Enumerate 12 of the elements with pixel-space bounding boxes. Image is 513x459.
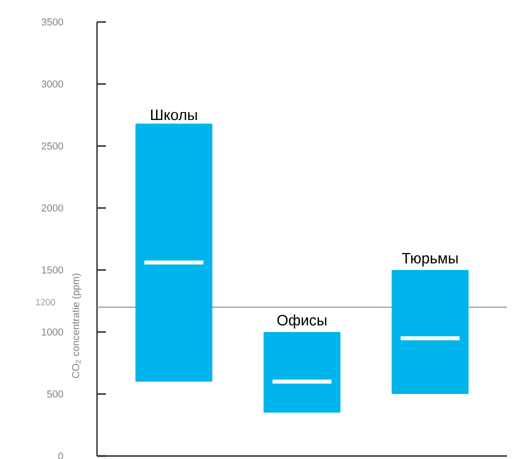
y-tick-label: 3500 <box>42 18 64 26</box>
x-tick-label: Тюрьмы <box>402 253 458 266</box>
y-tick-label: 2500 <box>42 142 64 150</box>
y-axis-title: CO$_{2}$ concentratie (ppm) <box>72 274 82 378</box>
x-tick-label: Офисы <box>277 314 326 328</box>
y-tick-label: 500 <box>47 390 64 398</box>
y-tick-label: 3000 <box>42 80 64 88</box>
x-tick-label: Школы <box>151 110 197 120</box>
y-tick-label: 1500 <box>42 266 64 274</box>
y-tick-label: 2000 <box>42 204 64 212</box>
y-tick-label: 1000 <box>42 328 64 336</box>
ref-line-label: 1200 <box>36 299 56 306</box>
